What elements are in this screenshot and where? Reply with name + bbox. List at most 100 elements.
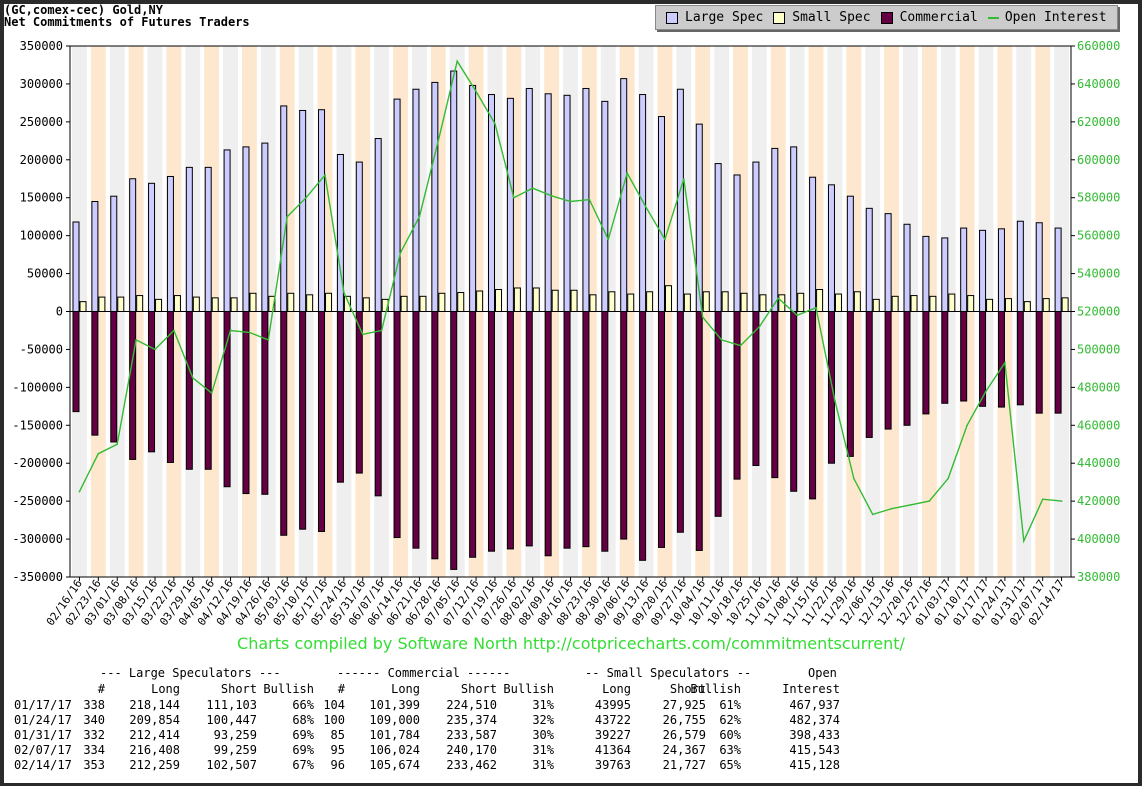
y-left-tick-label: -200000 — [12, 456, 63, 470]
point-open-interest — [985, 390, 987, 392]
bar-commercial — [488, 311, 496, 552]
bar-small-spec — [79, 301, 87, 313]
y-right-tick-label: 660000 — [1077, 39, 1120, 53]
bar-small-spec — [419, 295, 427, 313]
bar-small-spec — [362, 297, 370, 312]
table-column-header: Interest — [782, 682, 840, 696]
bar-small-spec — [495, 289, 503, 313]
point-open-interest — [210, 392, 213, 394]
point-open-interest — [664, 238, 666, 241]
point-open-interest — [1022, 540, 1025, 542]
bar-commercial — [865, 311, 873, 438]
table-column-header: # — [337, 682, 345, 696]
point-open-interest — [834, 399, 836, 402]
bar-commercial — [601, 311, 609, 552]
table-cell: 104 — [323, 698, 345, 712]
bar-small-spec — [759, 294, 767, 313]
point-open-interest — [513, 196, 515, 199]
bar-commercial — [506, 311, 514, 550]
point-open-interest — [229, 329, 232, 332]
point-open-interest — [475, 90, 477, 93]
bar-large-spec — [809, 176, 817, 312]
table-cell: 41364 — [594, 743, 631, 757]
y-left-tick-label: 250000 — [20, 115, 63, 129]
bar-large-spec — [412, 88, 420, 312]
table-row-date: 01/17/17 — [14, 698, 72, 712]
table-cell: 111,103 — [206, 698, 257, 712]
y-right-tick-label: 400000 — [1077, 532, 1120, 546]
bar-small-spec — [891, 295, 899, 313]
bar-large-spec — [488, 94, 496, 312]
bar-commercial — [129, 311, 137, 460]
y-right-tick-label: 380000 — [1077, 570, 1120, 584]
bar-large-spec — [903, 223, 911, 312]
bar-commercial — [771, 311, 779, 479]
point-open-interest — [154, 348, 156, 351]
table-cell: 39227 — [594, 728, 631, 742]
bar-large-spec — [997, 228, 1005, 313]
bar-commercial — [299, 311, 307, 530]
bar-small-spec — [816, 289, 824, 313]
table-cell: 60% — [719, 728, 741, 742]
bar-commercial — [1016, 311, 1024, 406]
point-open-interest — [191, 377, 194, 379]
credit-line: Charts compiled by Software North http:/… — [237, 634, 905, 653]
bar-commercial — [469, 311, 477, 558]
bar-small-spec — [117, 296, 125, 312]
point-open-interest — [966, 424, 968, 427]
point-open-interest — [739, 344, 742, 347]
point-open-interest — [531, 187, 534, 190]
point-open-interest — [267, 339, 270, 341]
y-left-tick-label: 350000 — [20, 39, 63, 53]
table-cell: 85 — [330, 728, 345, 742]
point-open-interest — [286, 215, 288, 218]
bar-small-spec — [192, 296, 200, 312]
legend-swatch-open-interest — [987, 16, 999, 19]
bar-commercial — [809, 311, 817, 500]
table-column-header: # — [97, 682, 105, 696]
bar-small-spec — [249, 292, 257, 312]
bar-large-spec — [242, 146, 250, 312]
table-column-header: Bullish — [503, 682, 554, 696]
table-cell: 26,755 — [662, 713, 706, 727]
bar-small-spec — [268, 295, 276, 313]
table-column-header: Long — [391, 682, 420, 696]
cot-chart: -350000 -300000 -250000 -200000 -150000 -1000… — [12, 39, 1120, 628]
y-right-tick-label: 640000 — [1077, 77, 1120, 91]
bar-large-spec — [1054, 227, 1062, 312]
point-open-interest — [343, 291, 345, 294]
bar-large-spec — [941, 237, 949, 312]
y-left-tick-label: 150000 — [20, 191, 63, 205]
table-cell: 216,408 — [129, 743, 180, 757]
table-cell: 106,024 — [369, 743, 420, 757]
legend-item-open-interest: Open Interest — [987, 10, 1107, 25]
bar-commercial — [91, 311, 99, 436]
bar-large-spec — [752, 161, 760, 312]
bar-commercial — [261, 311, 269, 495]
bar-small-spec — [948, 293, 956, 312]
table-group-header: -- Small Speculators -- — [585, 666, 752, 680]
table-cell: 398,433 — [789, 728, 840, 742]
table-cell: 338 — [83, 698, 105, 712]
bar-small-spec — [986, 298, 994, 312]
bar-large-spec — [204, 166, 212, 312]
point-open-interest — [135, 339, 137, 341]
bar-commercial — [752, 311, 760, 466]
bar-large-spec — [525, 87, 533, 313]
point-open-interest — [645, 206, 647, 208]
point-open-interest — [890, 507, 893, 510]
point-open-interest — [1004, 361, 1006, 364]
bar-commercial — [412, 311, 420, 549]
table-cell: 61% — [719, 698, 741, 712]
point-open-interest — [456, 60, 458, 62]
bar-commercial — [827, 311, 835, 464]
bar-commercial — [922, 311, 930, 415]
table-cell: 39763 — [594, 758, 631, 772]
bar-commercial — [185, 311, 193, 470]
table-row-date: 02/07/17 — [14, 743, 72, 757]
legend-label-commercial: Commercial — [899, 10, 978, 25]
table-cell: 27,925 — [662, 698, 706, 712]
table-cell: 32% — [532, 713, 554, 727]
point-open-interest — [494, 122, 496, 125]
legend-item-small-spec: Small Spec — [773, 10, 871, 25]
